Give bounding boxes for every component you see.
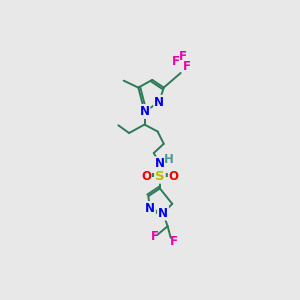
Text: O: O [141, 169, 151, 183]
Text: S: S [155, 169, 165, 183]
Text: O: O [169, 169, 179, 183]
Text: N: N [154, 96, 164, 109]
Text: N: N [140, 105, 149, 118]
Text: F: F [179, 50, 187, 62]
Text: F: F [183, 60, 191, 73]
Text: F: F [172, 55, 180, 68]
Text: N: N [155, 157, 165, 170]
Text: F: F [170, 235, 178, 248]
Text: N: N [145, 202, 155, 215]
Text: N: N [158, 207, 168, 220]
Text: F: F [151, 230, 158, 244]
Text: H: H [164, 154, 173, 166]
